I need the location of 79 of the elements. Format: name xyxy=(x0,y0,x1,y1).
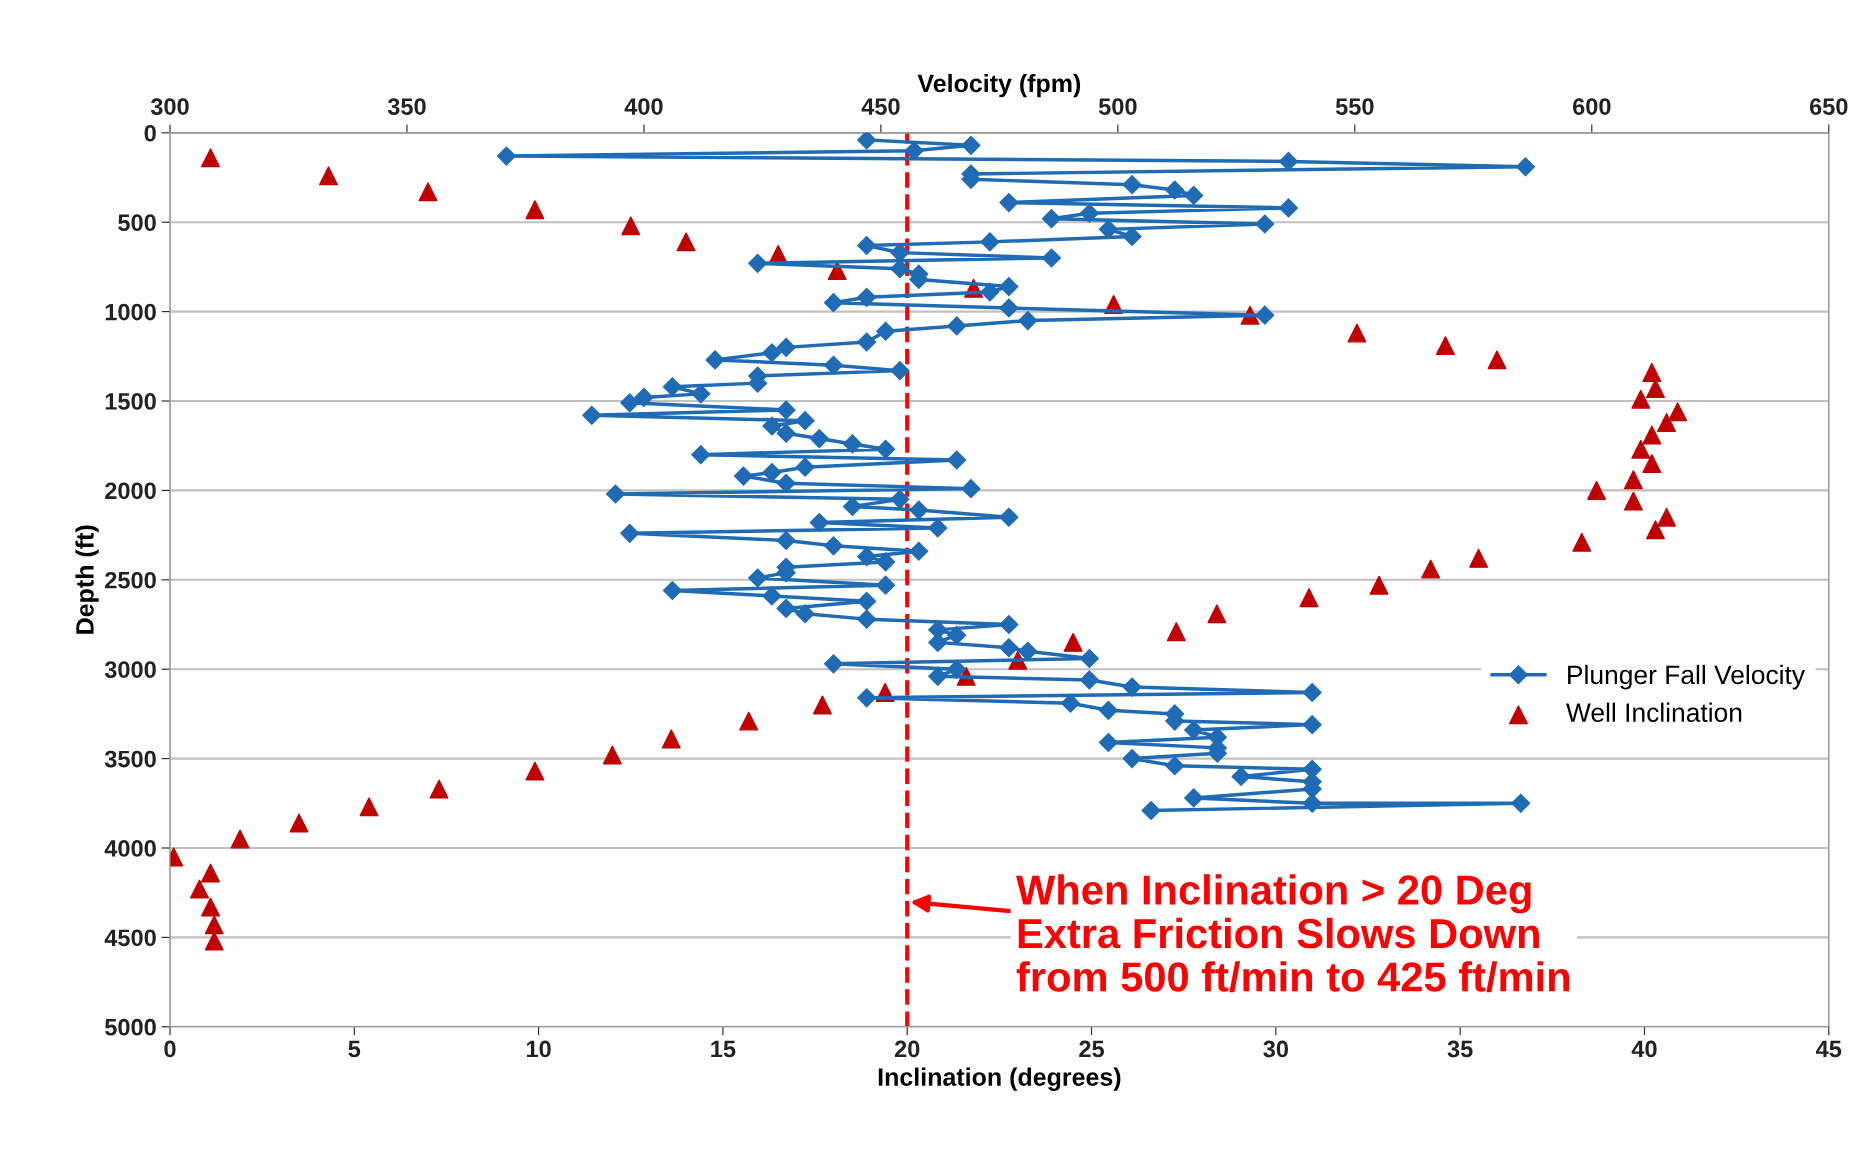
point xyxy=(1166,622,1186,642)
point xyxy=(418,182,438,202)
point xyxy=(1487,350,1507,370)
x-tick-label: 40 xyxy=(1631,1040,1657,1058)
y-tick-label: 1500 xyxy=(105,393,156,410)
y-tick-label: 500 xyxy=(118,214,156,232)
annotation: When Inclination > 20 Deg Extra Friction Slows Down from 500 ft/min to 425 ft/min xyxy=(1016,874,1570,993)
point xyxy=(1421,559,1441,579)
point xyxy=(1063,632,1083,652)
x2-tick-label: 650 xyxy=(1809,98,1848,115)
point xyxy=(525,200,545,220)
x2-tick-label: 300 xyxy=(150,98,189,115)
point xyxy=(661,729,681,749)
y-tick-label: 2000 xyxy=(105,482,156,500)
point xyxy=(1657,412,1677,432)
y-tick-label: 1000 xyxy=(105,303,156,321)
point xyxy=(1657,507,1677,527)
point xyxy=(319,166,338,186)
point xyxy=(1642,454,1662,474)
x-tick-label: 25 xyxy=(1079,1040,1105,1058)
x2-axis-title: Velocity (fpm) xyxy=(917,73,1081,98)
y-tick-label: 2500 xyxy=(105,571,156,589)
x-tick-label: 0 xyxy=(164,1040,176,1058)
point xyxy=(1623,470,1643,490)
point xyxy=(1435,336,1455,356)
x-tick-label: 35 xyxy=(1447,1040,1473,1058)
point xyxy=(739,711,759,731)
point xyxy=(1469,548,1489,568)
point xyxy=(676,232,696,252)
y-tick-label: 3000 xyxy=(104,661,156,679)
point xyxy=(1646,520,1666,540)
point xyxy=(189,879,209,899)
point xyxy=(1642,425,1662,445)
point xyxy=(359,797,379,817)
x-tick-label: 15 xyxy=(711,1040,736,1058)
point xyxy=(204,915,224,935)
point xyxy=(1369,575,1389,595)
x-tick-label: 10 xyxy=(526,1040,551,1058)
y-axis-title: Depth (ft) xyxy=(75,525,99,634)
point xyxy=(1642,362,1662,382)
x2-tick-label: 350 xyxy=(387,98,426,115)
y-tick-label: 4000 xyxy=(104,840,156,857)
point xyxy=(201,897,221,917)
point xyxy=(204,931,224,951)
x2-tick-label: 400 xyxy=(624,98,663,115)
point xyxy=(1299,588,1319,608)
y-tick-label: 3500 xyxy=(104,750,156,768)
point xyxy=(289,813,309,833)
point xyxy=(1587,480,1607,500)
point xyxy=(1623,491,1643,511)
y-tick-label: 4500 xyxy=(104,929,156,947)
point xyxy=(429,779,449,799)
point xyxy=(1572,532,1592,552)
point xyxy=(1668,402,1688,422)
x2-tick-label: 500 xyxy=(1098,98,1137,115)
x-tick-label: 45 xyxy=(1816,1040,1842,1058)
x-tick-label: 30 xyxy=(1263,1040,1289,1058)
point xyxy=(602,745,622,765)
y-tick-label: 5000 xyxy=(105,1018,156,1036)
point xyxy=(1347,323,1367,343)
point xyxy=(1631,389,1651,409)
y-tick-label: 0 xyxy=(144,124,156,142)
legend-label: Well Inclination xyxy=(1566,702,1742,723)
point xyxy=(621,216,641,236)
x-tick-label: 20 xyxy=(894,1040,920,1058)
point xyxy=(525,761,545,781)
x-axis-title: Inclination (degrees) xyxy=(878,1067,1121,1091)
point xyxy=(812,695,832,715)
point xyxy=(1646,379,1666,398)
point xyxy=(1631,439,1651,459)
x2-tick-label: 550 xyxy=(1335,98,1374,115)
point xyxy=(201,148,221,168)
x-tick-label: 5 xyxy=(348,1040,361,1058)
point xyxy=(1207,604,1227,624)
x2-tick-label: 450 xyxy=(861,98,900,115)
x2-tick-label: 600 xyxy=(1572,98,1611,115)
point xyxy=(230,829,250,849)
legend-label: Plunger Fall Velocity xyxy=(1568,664,1805,690)
point xyxy=(201,863,221,883)
